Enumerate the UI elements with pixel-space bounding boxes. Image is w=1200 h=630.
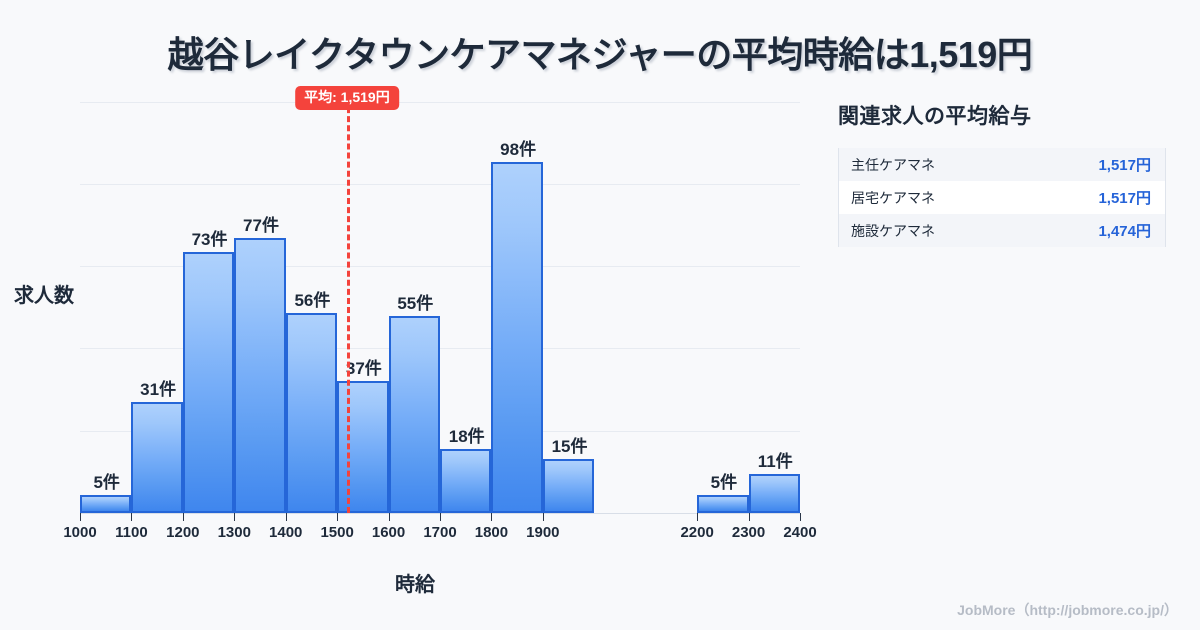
gridline: [80, 266, 800, 268]
related-salary-label: 施設ケアマネ: [851, 222, 935, 239]
x-tick-mark: [542, 513, 544, 521]
bar-value-label: 31件: [131, 380, 185, 401]
bar[interactable]: [337, 380, 389, 513]
bar-value-label: 77件: [234, 215, 288, 236]
bar-value-label: 56件: [285, 290, 340, 311]
related-salary-value: 1,517円: [1098, 190, 1151, 207]
related-salary-row[interactable]: 主任ケアマネ 1,517円: [839, 148, 1165, 181]
bar[interactable]: [234, 237, 286, 513]
bar[interactable]: [542, 459, 595, 513]
bar[interactable]: [80, 495, 132, 513]
bar-value-label: 5件: [697, 473, 751, 494]
x-tick-mark: [800, 513, 801, 521]
x-tick-mark: [285, 513, 287, 521]
x-tick-label: 1300: [217, 524, 251, 541]
bar[interactable]: [131, 402, 183, 513]
gridline: [80, 183, 800, 185]
bar-value-label: 98件: [491, 140, 545, 161]
y-axis-title: 求人数: [14, 285, 74, 307]
plot-area: 5件 31件 73件 77件 56件 37件 55件 18件 98件 15件 5件 11件 1000 11…: [63, 86, 817, 541]
bar-value-label: 15件: [542, 437, 597, 458]
x-tick-mark: [234, 513, 236, 521]
x-tick-label: 1800: [474, 524, 509, 541]
x-tick-label: 1700: [423, 524, 457, 541]
x-tick-label: 1400: [269, 524, 303, 541]
x-tick-mark: [491, 513, 493, 521]
chart-canvas: 求人数 5件 31件 73件 77件 56件 37件 55件 18件 98件 15件 5件 11件 10…: [14, 86, 817, 596]
x-tick-mark: [131, 513, 133, 521]
average-badge: 平均: 1,519円: [295, 86, 399, 110]
average-line: [346, 98, 350, 513]
bar-value-label: 5件: [80, 473, 134, 494]
bar[interactable]: [285, 312, 338, 513]
x-tick-label: 1500: [320, 524, 354, 541]
gridline: [80, 348, 800, 350]
x-tick-label: 2200: [680, 524, 714, 541]
x-tick-mark: [337, 513, 339, 521]
bar-value-label: 18件: [440, 426, 494, 447]
related-salary-value: 1,474円: [1098, 223, 1151, 240]
related-salary-title: 関連求人の平均給与: [838, 105, 1032, 128]
bar[interactable]: [697, 495, 749, 513]
x-tick-label: 1000: [63, 524, 97, 541]
related-salary-panel: 関連求人の平均給与 主任ケアマネ 1,517円 居宅ケアマネ 1,517円 施設ケアマネ…: [838, 100, 1168, 247]
x-tick-label: 1600: [371, 524, 406, 541]
bar-value-label: 11件: [748, 451, 802, 472]
related-salary-row[interactable]: 居宅ケアマネ 1,517円: [839, 181, 1165, 214]
bar[interactable]: [182, 251, 235, 513]
related-salary-value: 1,517円: [1098, 157, 1151, 174]
x-tick-label: 1900: [526, 524, 560, 541]
footer-credit: JobMore（http://jobmore.co.jp/）: [957, 602, 1178, 618]
bar[interactable]: [491, 162, 543, 513]
bar-value-label: 55件: [388, 294, 442, 315]
x-tick-label: 2400: [783, 524, 817, 541]
x-tick-mark: [697, 513, 699, 521]
bar[interactable]: [440, 448, 492, 513]
related-salary-table: 主任ケアマネ 1,517円 居宅ケアマネ 1,517円 施設ケアマネ 1,474円: [838, 148, 1166, 247]
x-tick-mark: [748, 513, 750, 521]
related-salary-row[interactable]: 施設ケアマネ 1,474円: [839, 214, 1165, 247]
x-tick-label: 1100: [115, 524, 148, 541]
x-tick-label: 2300: [731, 524, 766, 541]
x-tick-mark: [182, 513, 184, 521]
x-axis-title: 時給: [395, 574, 435, 596]
x-tick-label: 1200: [166, 524, 200, 541]
bar-value-label: 37件: [337, 358, 391, 379]
bar[interactable]: [388, 316, 440, 513]
x-tick-mark: [388, 513, 390, 521]
bar[interactable]: [748, 473, 800, 513]
related-salary-label: 主任ケアマネ: [851, 156, 935, 173]
x-tick-mark: [440, 513, 441, 521]
page-title: 越谷レイクタウンケアマネジャーの平均時給は1,519円: [167, 34, 1033, 75]
related-salary-label: 居宅ケアマネ: [851, 189, 935, 206]
x-tick-mark: [80, 513, 81, 521]
gridline: [80, 101, 800, 103]
bar-value-label: 73件: [182, 229, 237, 250]
